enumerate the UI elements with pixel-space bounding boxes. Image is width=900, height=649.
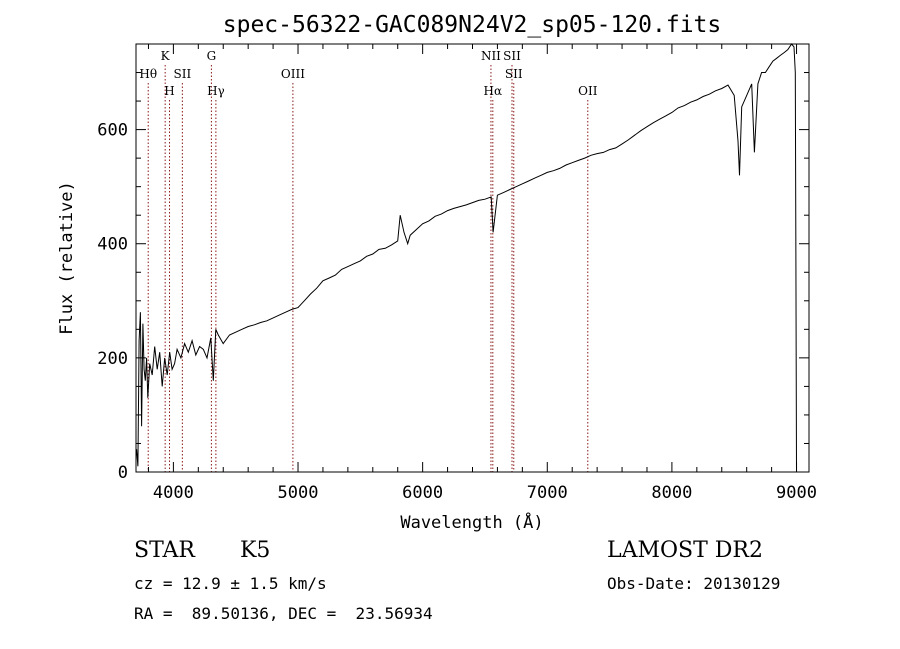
line-marker-label: H: [164, 84, 174, 98]
spectrum-line: [136, 43, 797, 473]
survey-name: LAMOST DR2: [607, 538, 763, 563]
chart-title: spec-56322-GAC089N24V2_sp05-120.fits: [223, 12, 722, 38]
x-tick-label: 8000: [651, 483, 692, 503]
line-marker-label: G: [207, 49, 217, 63]
x-axis-label: Wavelength (Å): [400, 511, 543, 533]
plot-frame: [135, 43, 810, 473]
line-marker-label: SII: [174, 67, 192, 81]
object-subclass: K5: [240, 538, 271, 563]
line-marker-label: Hγ: [207, 84, 225, 98]
line-marker-label: SII: [503, 49, 521, 63]
x-tick-label: 5000: [278, 483, 319, 503]
line-marker-label: Hθ: [139, 67, 157, 81]
redshift-readout: cz = 12.9 ± 1.5 km/s: [134, 574, 327, 593]
x-tick-label: 4000: [153, 483, 194, 503]
y-tick-label: 200: [97, 349, 128, 369]
line-marker-label: SII: [505, 67, 523, 81]
line-marker-label: Hα: [484, 84, 503, 98]
line-marker-label: OII: [578, 84, 598, 98]
x-tick-label: 7000: [527, 483, 568, 503]
coordinates-readout: RA = 89.50136, DEC = 23.56934: [134, 604, 433, 623]
line-marker-label: NII: [481, 49, 501, 63]
object-class: STAR: [134, 538, 195, 563]
observation-date: Obs-Date: 20130129: [607, 574, 781, 593]
x-tick-label: 9000: [776, 483, 817, 503]
y-axis-label: Flux (relative): [57, 181, 77, 335]
x-tick-label: 6000: [402, 483, 443, 503]
y-tick-label: 0: [118, 463, 128, 483]
line-marker-label: OIII: [281, 67, 305, 81]
axis-ticks: 4000 5000 6000 7000 8000 9000 0 200 400 600: [97, 43, 817, 503]
y-tick-label: 400: [97, 235, 128, 255]
line-marker-label: K: [161, 49, 171, 63]
y-tick-label: 600: [97, 121, 128, 141]
